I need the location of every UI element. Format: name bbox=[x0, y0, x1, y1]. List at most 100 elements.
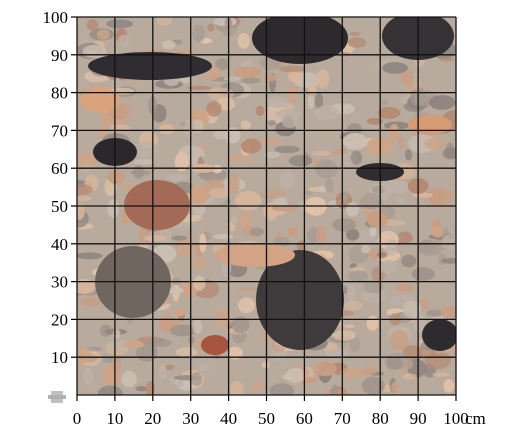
y-tick-label: 10 bbox=[51, 348, 68, 367]
pebble bbox=[77, 203, 85, 220]
rock-texture-photo bbox=[77, 17, 456, 395]
pebble bbox=[443, 379, 455, 393]
pebble bbox=[347, 37, 367, 48]
pebble bbox=[86, 346, 102, 352]
pebble bbox=[424, 138, 445, 150]
pebble bbox=[107, 169, 125, 184]
pebble bbox=[382, 180, 410, 194]
pebble bbox=[426, 309, 444, 317]
pebble bbox=[431, 226, 444, 238]
pebble bbox=[442, 147, 456, 160]
pebble bbox=[265, 105, 286, 124]
pebble bbox=[147, 338, 172, 347]
y-tick-label: 90 bbox=[51, 46, 68, 65]
pebble bbox=[86, 19, 99, 31]
pebble bbox=[215, 57, 229, 71]
red-clast bbox=[124, 180, 190, 230]
pebble bbox=[402, 373, 417, 380]
pebble bbox=[165, 287, 184, 294]
y-tick-label: 30 bbox=[51, 273, 68, 292]
pebble bbox=[184, 119, 196, 139]
pebble bbox=[331, 384, 339, 395]
pebble bbox=[207, 23, 215, 32]
measurement-grid bbox=[71, 16, 457, 401]
pebble bbox=[397, 137, 405, 149]
dark-basalt-clast bbox=[252, 17, 348, 64]
pebble bbox=[180, 282, 199, 296]
pebble bbox=[96, 29, 110, 40]
pebble bbox=[137, 141, 158, 161]
x-tick-label: 20 bbox=[144, 409, 161, 428]
pebble bbox=[347, 284, 356, 302]
y-tick-label: 50 bbox=[51, 197, 68, 216]
pebble bbox=[207, 87, 234, 101]
pebble bbox=[342, 300, 363, 311]
x-tick-label: 100 bbox=[443, 409, 469, 428]
pebble bbox=[281, 111, 299, 129]
pebble bbox=[341, 190, 349, 201]
pebble bbox=[175, 347, 198, 357]
pebble bbox=[107, 199, 119, 218]
x-tick-label: 60 bbox=[296, 409, 313, 428]
pebble bbox=[169, 324, 197, 337]
pebble bbox=[227, 173, 240, 194]
pebble bbox=[260, 189, 286, 200]
pebble bbox=[212, 130, 229, 140]
pebble bbox=[350, 150, 363, 165]
x-tick-label: 10 bbox=[106, 409, 123, 428]
pebble bbox=[106, 19, 134, 29]
pebble bbox=[359, 192, 383, 210]
pebble bbox=[285, 367, 306, 383]
pebble bbox=[223, 76, 241, 82]
pebble bbox=[279, 170, 295, 189]
pebble bbox=[314, 361, 337, 377]
pebble bbox=[77, 348, 93, 364]
pebble bbox=[428, 188, 447, 206]
pebble bbox=[118, 34, 131, 46]
x-tick-label: 30 bbox=[182, 409, 199, 428]
pebble bbox=[402, 300, 422, 319]
pebble bbox=[171, 235, 188, 241]
pebble bbox=[287, 227, 298, 237]
y-tick-label: 70 bbox=[51, 121, 68, 140]
dark-basalt-clast bbox=[88, 52, 212, 80]
pebble bbox=[255, 105, 265, 117]
pebble bbox=[360, 244, 371, 254]
pebble bbox=[285, 86, 298, 102]
pebble bbox=[404, 149, 413, 161]
pebble bbox=[208, 187, 231, 198]
pebble bbox=[225, 155, 253, 163]
x-tick-label: 50 bbox=[258, 409, 275, 428]
pebble bbox=[377, 106, 401, 119]
pebble bbox=[267, 120, 277, 126]
y-axis-tick-labels: 10 20 30 40 50 60 70 80 90 100 bbox=[43, 8, 69, 367]
pebble bbox=[288, 155, 313, 167]
x-tick-label: 80 bbox=[372, 409, 389, 428]
pebble bbox=[346, 228, 360, 241]
pebble bbox=[316, 69, 330, 89]
pebble bbox=[345, 202, 359, 217]
pebble bbox=[249, 227, 264, 237]
pebble bbox=[237, 212, 253, 230]
y-tick-label: 20 bbox=[51, 310, 68, 329]
pebble bbox=[174, 238, 195, 257]
tan-clast bbox=[80, 88, 120, 112]
pebble bbox=[251, 235, 259, 243]
pebble bbox=[189, 184, 209, 205]
pebble bbox=[234, 190, 262, 211]
pebble bbox=[193, 275, 206, 291]
pebble bbox=[241, 77, 261, 84]
red-clast bbox=[201, 335, 229, 355]
pebble bbox=[192, 119, 204, 133]
pebble bbox=[366, 117, 384, 125]
pebble bbox=[97, 385, 123, 395]
pebble bbox=[421, 299, 429, 309]
dark-basalt-clast bbox=[422, 319, 456, 351]
pebble bbox=[174, 152, 189, 172]
pebble bbox=[363, 280, 384, 294]
pebble bbox=[361, 376, 385, 395]
pebble bbox=[269, 383, 295, 395]
pebble bbox=[192, 319, 203, 334]
pebble bbox=[175, 380, 184, 388]
